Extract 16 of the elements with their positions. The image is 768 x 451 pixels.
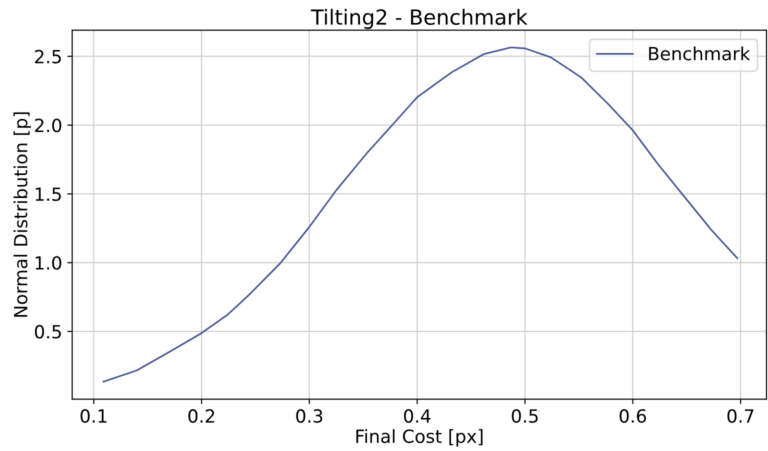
y-tick-label: 2.5 xyxy=(35,50,61,64)
x-tick-label: 0.2 xyxy=(188,409,214,423)
x-tick-label: 0.7 xyxy=(727,409,754,423)
legend-label: Benchmark xyxy=(649,46,750,60)
y-tick-label: 1.5 xyxy=(36,188,61,202)
x-tick-label: 0.5 xyxy=(512,409,538,423)
x-tick-label: 0.6 xyxy=(620,409,646,423)
chart-title: Tilting2 - Benchmark xyxy=(310,8,528,29)
y-tick-label: 2.0 xyxy=(35,118,62,132)
y-tick-label: 1.0 xyxy=(36,256,62,270)
x-tick-label: 0.1 xyxy=(80,409,106,423)
x-axis-title: Final Cost [px] xyxy=(356,429,483,447)
x-tick-label: 0.3 xyxy=(296,409,322,423)
y-axis-title: Normal Distribution [p] xyxy=(14,112,31,317)
y-tick-label: 0.5 xyxy=(34,324,61,339)
x-tick-label: 0.4 xyxy=(404,409,431,423)
